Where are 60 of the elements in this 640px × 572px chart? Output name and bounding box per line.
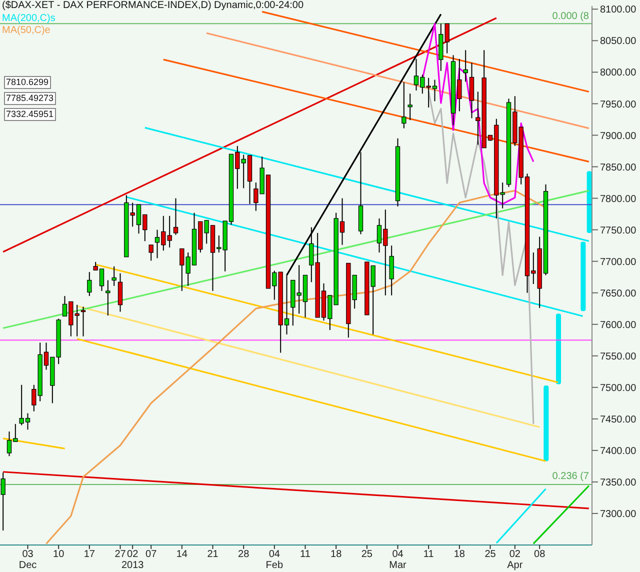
candlestick — [80, 306, 86, 337]
y-tick-label: 7900.00 — [600, 130, 637, 142]
y-tick-label: 7300.00 — [600, 509, 637, 520]
chart-title: ($DAX-XET - DAX PERFORMANCE-INDEX,D) Dynamic,0:00-24:00 — [2, 0, 304, 11]
bar — [556, 314, 561, 384]
candlestick — [463, 50, 468, 82]
y-tick-label: 7800.00 — [600, 194, 637, 205]
x-tick-label: 11 — [300, 549, 311, 560]
candlestick — [148, 244, 154, 262]
x-tick-label: 02 Apr — [507, 549, 524, 571]
y-tick-label: 7750.00 — [600, 225, 637, 236]
text: MA(200,C)s — [2, 13, 56, 25]
x-tick-label: 14 — [176, 549, 188, 560]
x-tick-label: 28 — [238, 549, 250, 560]
y-tick-label: 7650.00 — [600, 288, 637, 300]
text: MA(50,C)e — [2, 25, 52, 37]
x-tick-label: 17 — [84, 549, 96, 560]
x-tick-label: 18 — [454, 549, 466, 560]
candlestick — [173, 198, 178, 236]
annotation: 7332.45951 — [4, 108, 56, 121]
y-tick-label: 7550.00 — [600, 351, 637, 362]
y-tick-label: 7700.00 — [600, 256, 637, 268]
x-tick-label: 25 — [361, 549, 373, 560]
x-tick-label: 07 — [146, 549, 158, 560]
candlestick — [0, 472, 6, 531]
line-series — [428, 90, 534, 425]
x-tick-label: 21 — [207, 549, 219, 560]
y-tick-label: 7400.00 — [600, 446, 637, 457]
candlestick — [469, 62, 474, 119]
annotation: 0.000 (8 — [552, 10, 589, 23]
annotation: 0.236 (7 — [552, 471, 589, 484]
x-tick-label: 27 — [114, 549, 126, 560]
annotation: 7810.6299 — [4, 76, 51, 89]
x-tick-label: 04 Mar — [389, 549, 408, 571]
y-tick-label: 7600.00 — [600, 320, 637, 331]
x-tick-label: 03 Dec — [18, 549, 37, 571]
y-tick-label: 8050.00 — [600, 36, 637, 48]
y-tick-label: 7850.00 — [600, 162, 637, 174]
candlestick — [402, 82, 406, 129]
y-tick-label: 8100.00 — [600, 4, 637, 16]
y-tick-label: 7450.00 — [600, 414, 637, 426]
bar — [544, 386, 549, 462]
candlestick — [112, 266, 116, 286]
candlestick — [87, 272, 92, 296]
y-tick-label: 8000.00 — [600, 68, 637, 79]
x-tick-label: 11 — [423, 549, 434, 560]
y-tick-label: 7950.00 — [600, 99, 637, 110]
y-tick-label: 7500.00 — [600, 382, 637, 394]
candlestick — [106, 280, 110, 316]
candlestick — [408, 93, 412, 121]
candlestick — [389, 245, 394, 296]
x-tick-label: 25 — [484, 549, 496, 560]
annotation: 7785.49273 — [4, 92, 56, 105]
line-series — [422, 22, 534, 205]
x-tick-label: 04 Feb — [266, 549, 284, 571]
x-tick-label: 10 — [53, 549, 65, 560]
x-tick-label: 08 — [534, 549, 546, 560]
x-tick-label: 18 — [330, 549, 342, 560]
y-tick-label: 7350.00 — [600, 478, 637, 489]
candlestick — [118, 272, 123, 312]
